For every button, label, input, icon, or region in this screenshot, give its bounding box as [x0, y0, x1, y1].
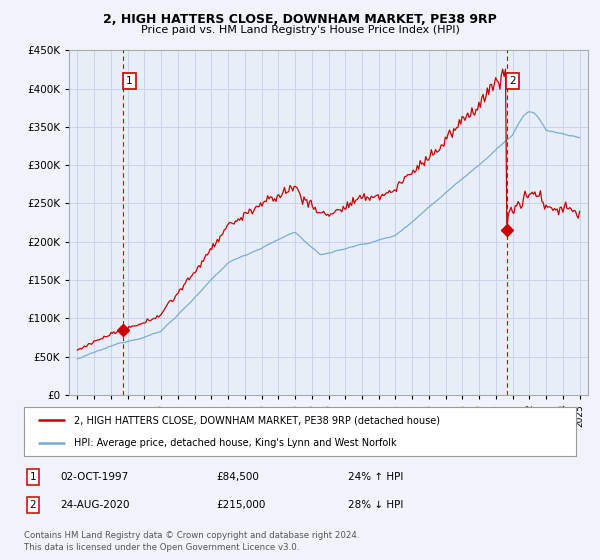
Text: Contains HM Land Registry data © Crown copyright and database right 2024.
This d: Contains HM Land Registry data © Crown c…	[24, 531, 359, 552]
Text: 24-AUG-2020: 24-AUG-2020	[60, 500, 130, 510]
Text: 02-OCT-1997: 02-OCT-1997	[60, 472, 128, 482]
Text: Price paid vs. HM Land Registry's House Price Index (HPI): Price paid vs. HM Land Registry's House …	[140, 25, 460, 35]
Text: 2: 2	[29, 500, 37, 510]
Text: HPI: Average price, detached house, King's Lynn and West Norfolk: HPI: Average price, detached house, King…	[74, 438, 397, 448]
Text: 1: 1	[29, 472, 37, 482]
Text: 2, HIGH HATTERS CLOSE, DOWNHAM MARKET, PE38 9RP: 2, HIGH HATTERS CLOSE, DOWNHAM MARKET, P…	[103, 13, 497, 26]
Text: 2, HIGH HATTERS CLOSE, DOWNHAM MARKET, PE38 9RP (detached house): 2, HIGH HATTERS CLOSE, DOWNHAM MARKET, P…	[74, 416, 440, 426]
Text: £215,000: £215,000	[216, 500, 265, 510]
Text: 2: 2	[509, 76, 516, 86]
Text: £84,500: £84,500	[216, 472, 259, 482]
Text: 24% ↑ HPI: 24% ↑ HPI	[348, 472, 403, 482]
Text: 28% ↓ HPI: 28% ↓ HPI	[348, 500, 403, 510]
Text: 1: 1	[126, 76, 133, 86]
